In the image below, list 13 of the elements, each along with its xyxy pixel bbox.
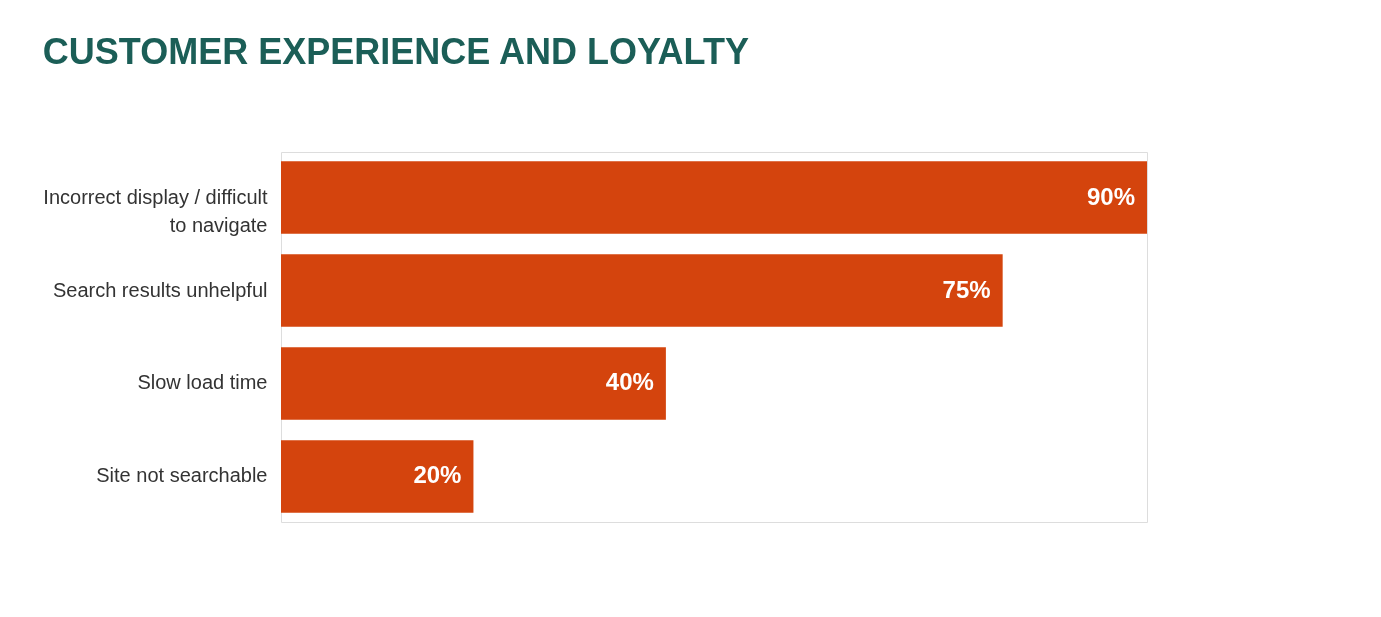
- bar: [281, 161, 1147, 234]
- data-label: 20%: [413, 461, 462, 489]
- bar: [281, 254, 1003, 327]
- y-tick-label: Incorrect display / difficult to navigate: [43, 185, 268, 236]
- bar: [281, 440, 474, 513]
- data-label: 75%: [942, 275, 991, 303]
- bar: [281, 347, 666, 420]
- chart-title: CUSTOMER EXPERIENCE AND LOYALTY: [42, 31, 749, 72]
- data-label: 90%: [1086, 182, 1135, 210]
- data-label: 40%: [605, 368, 654, 396]
- y-tick-label: Slow load time: [137, 371, 268, 394]
- y-tick-label: Site not searchable: [96, 464, 268, 487]
- y-tick-label: Search results unhelpful: [52, 278, 268, 301]
